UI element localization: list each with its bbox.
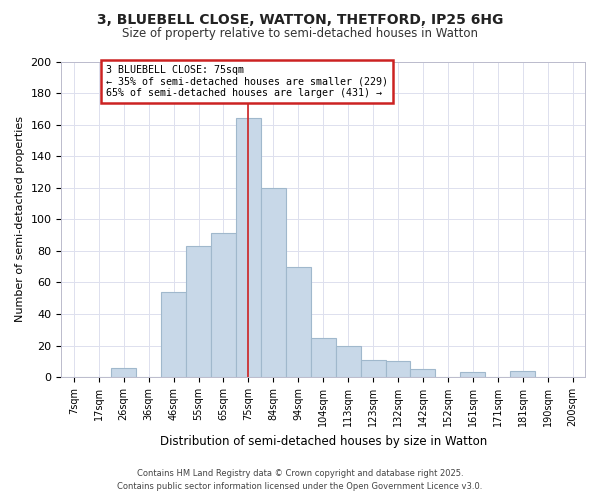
- Bar: [261, 188, 286, 377]
- Bar: [186, 246, 211, 377]
- Text: 3 BLUEBELL CLOSE: 75sqm
← 35% of semi-detached houses are smaller (229)
65% of s: 3 BLUEBELL CLOSE: 75sqm ← 35% of semi-de…: [106, 64, 388, 98]
- Bar: [286, 266, 311, 377]
- Bar: [410, 369, 436, 377]
- Bar: [335, 346, 361, 377]
- Bar: [236, 118, 261, 377]
- Bar: [211, 234, 236, 377]
- Bar: [311, 338, 335, 377]
- Bar: [161, 292, 186, 377]
- Bar: [386, 362, 410, 377]
- Text: Contains HM Land Registry data © Crown copyright and database right 2025.
Contai: Contains HM Land Registry data © Crown c…: [118, 469, 482, 491]
- Text: Size of property relative to semi-detached houses in Watton: Size of property relative to semi-detach…: [122, 28, 478, 40]
- Bar: [460, 372, 485, 377]
- Bar: [361, 360, 386, 377]
- X-axis label: Distribution of semi-detached houses by size in Watton: Distribution of semi-detached houses by …: [160, 434, 487, 448]
- Text: 3, BLUEBELL CLOSE, WATTON, THETFORD, IP25 6HG: 3, BLUEBELL CLOSE, WATTON, THETFORD, IP2…: [97, 12, 503, 26]
- Bar: [510, 371, 535, 377]
- Y-axis label: Number of semi-detached properties: Number of semi-detached properties: [15, 116, 25, 322]
- Bar: [111, 368, 136, 377]
